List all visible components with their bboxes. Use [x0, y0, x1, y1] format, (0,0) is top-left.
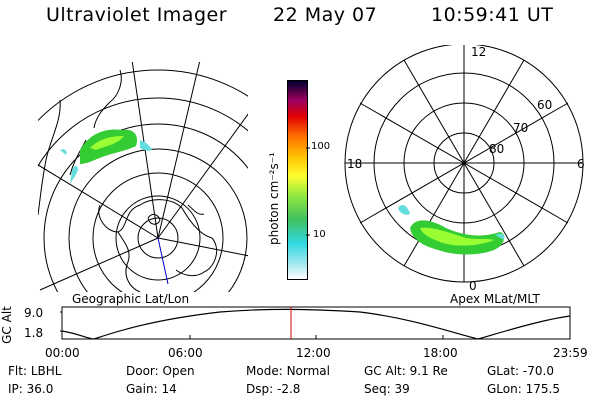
mlt-label-0: 0 — [469, 279, 477, 293]
colorbar-axis: photon cm⁻²s⁻¹ — [267, 147, 310, 245]
colorbar-tick-10: 10 — [313, 229, 326, 240]
status-gc-alt: GC Alt: 9.1 Re — [364, 364, 448, 378]
status-filter: Flt: LBHL — [8, 364, 62, 378]
altitude-axis-label: GC Alt — [0, 306, 14, 344]
observation-date: 22 May 07 — [273, 4, 378, 26]
colorbar-tick-100: 100 — [311, 141, 331, 152]
mlt-label-18: 18 — [347, 157, 363, 171]
colorbar — [287, 80, 308, 280]
time-tick-0600: 06:00 — [168, 346, 203, 360]
geographic-panel-label: Geographic Lat/Lon — [72, 292, 190, 306]
status-glon: GLon: 175.5 — [487, 382, 560, 396]
status-ip: IP: 36.0 — [8, 382, 54, 396]
altitude-plot — [60, 306, 571, 340]
colorbar-unit: photon cm⁻²s⁻¹ — [267, 152, 281, 245]
status-glat: GLat: -70.0 — [487, 364, 554, 378]
altitude-tick-high: 9.0 — [24, 306, 44, 320]
mlt-label-12: 12 — [471, 45, 487, 59]
time-tick-1200: 12:00 — [296, 346, 331, 360]
status-mode: Mode: Normal — [246, 364, 330, 378]
status-door: Door: Open — [126, 364, 195, 378]
geographic-map — [38, 62, 248, 292]
mlat-label-60: 60 — [537, 98, 553, 112]
magnetic-polar-plot — [344, 45, 584, 283]
time-tick-0000: 00:00 — [45, 346, 80, 360]
mlt-label-6: 6 — [577, 157, 585, 171]
magnetic-panel-label: Apex MLat/MLT — [450, 292, 540, 306]
status-seq: Seq: 39 — [364, 382, 410, 396]
altitude-tick-low: 1.8 — [24, 326, 44, 340]
status-dsp: Dsp: -2.8 — [246, 382, 301, 396]
instrument-title: Ultraviolet Imager — [46, 4, 228, 26]
time-tick-2359: 23:59 — [553, 346, 588, 360]
mlat-label-80: 80 — [489, 142, 505, 156]
status-gain: Gain: 14 — [126, 382, 177, 396]
mlat-label-70: 70 — [513, 121, 529, 135]
time-tick-1800: 18:00 — [423, 346, 458, 360]
observation-time: 10:59:41 UT — [431, 4, 554, 26]
